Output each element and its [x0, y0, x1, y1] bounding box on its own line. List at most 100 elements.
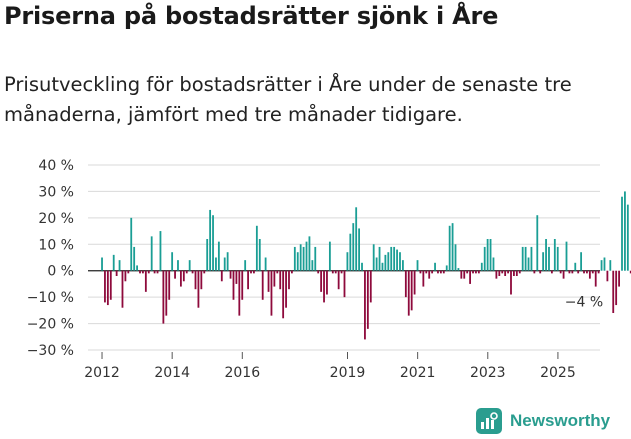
- bar: [498, 270, 501, 276]
- y-tick-label: −20 %: [27, 317, 74, 333]
- x-tick-label: 2019: [330, 365, 366, 381]
- bar: [121, 270, 124, 308]
- bar: [291, 270, 293, 274]
- bar: [177, 260, 179, 271]
- bar: [457, 268, 460, 271]
- bar: [559, 270, 562, 274]
- bar: [425, 270, 428, 274]
- bar: [553, 239, 556, 271]
- bar: [606, 270, 609, 282]
- x-tick-label: 2012: [84, 365, 120, 381]
- bar: [276, 270, 279, 274]
- bar: [466, 270, 469, 274]
- bar: [124, 270, 127, 282]
- bar: [515, 270, 518, 276]
- y-tick-label: 10 %: [38, 237, 74, 253]
- bar: [469, 270, 471, 284]
- bar: [244, 260, 247, 271]
- bar: [293, 246, 296, 271]
- bar: [142, 270, 144, 274]
- bar: [343, 270, 346, 298]
- bar: [439, 270, 442, 274]
- bar: [574, 262, 577, 271]
- bar: [431, 270, 434, 274]
- bar: [185, 270, 188, 274]
- bar: [355, 207, 358, 271]
- bar: [475, 270, 477, 274]
- bar: [109, 270, 112, 300]
- bar: [285, 270, 287, 308]
- bar: [621, 196, 623, 271]
- bar: [337, 270, 340, 290]
- bar: [524, 246, 527, 271]
- bar: [530, 246, 533, 271]
- bar: [542, 252, 545, 271]
- bar: [618, 270, 620, 287]
- bar: [521, 246, 524, 271]
- bar: [352, 223, 355, 271]
- bar: [223, 257, 226, 271]
- bar: [209, 209, 212, 271]
- bar: [194, 270, 197, 290]
- bar: [305, 241, 308, 271]
- bar: [545, 239, 547, 271]
- bar: [250, 270, 252, 274]
- bar: [308, 236, 311, 271]
- x-tick-label: 2025: [540, 365, 576, 381]
- bar: [139, 270, 141, 274]
- bar: [191, 270, 194, 274]
- bar: [442, 270, 445, 274]
- bar: [101, 257, 103, 271]
- bar: [463, 270, 466, 279]
- bar: [206, 239, 209, 271]
- bar: [396, 249, 398, 271]
- x-axis: 2012 2014 2016 2019 2021 2023 2025: [84, 352, 576, 381]
- bar: [346, 252, 349, 271]
- bar: [153, 270, 156, 274]
- bar: [369, 270, 372, 303]
- bar: [550, 270, 553, 274]
- bar: [434, 262, 436, 271]
- bar: [358, 228, 360, 271]
- bar: [556, 246, 559, 271]
- bar: [258, 239, 261, 271]
- bar: [375, 257, 378, 271]
- bar: [577, 270, 580, 274]
- bar: [480, 262, 483, 271]
- bar: [591, 270, 594, 274]
- bar: [162, 270, 165, 324]
- bar: [241, 270, 244, 300]
- bar: [255, 225, 258, 271]
- x-tick-label: 2023: [470, 365, 506, 381]
- bar: [217, 241, 220, 271]
- bar: [568, 270, 571, 274]
- bar: [115, 270, 118, 276]
- bar: [562, 270, 565, 279]
- bar: [165, 270, 168, 316]
- bar: [594, 270, 597, 287]
- brand-logo[interactable]: Newsworthy: [476, 408, 610, 434]
- bar: [460, 270, 463, 279]
- newsworthy-logo-icon: [476, 408, 502, 434]
- bar: [507, 270, 509, 274]
- bar: [253, 270, 255, 274]
- bar: [136, 265, 138, 271]
- bar: [364, 270, 366, 340]
- bar: [416, 260, 419, 271]
- bar: [174, 270, 176, 279]
- bar: [326, 270, 328, 295]
- bar: [127, 270, 130, 274]
- bar: [501, 270, 504, 274]
- annotations: −4 %: [565, 295, 603, 311]
- bar: [399, 252, 401, 271]
- bar: [159, 231, 162, 271]
- y-tick-label: 40 %: [38, 158, 74, 174]
- bar: [118, 260, 121, 271]
- bar: [615, 270, 618, 306]
- bar: [279, 270, 282, 290]
- bar: [513, 270, 515, 276]
- bar: [171, 252, 174, 271]
- bar: [600, 260, 603, 271]
- y-tick-label: −30 %: [27, 343, 74, 359]
- y-axis-ticks: 40 % 30 % 20 % 10 % 0 % −10 % −20 % −30 %: [27, 158, 74, 359]
